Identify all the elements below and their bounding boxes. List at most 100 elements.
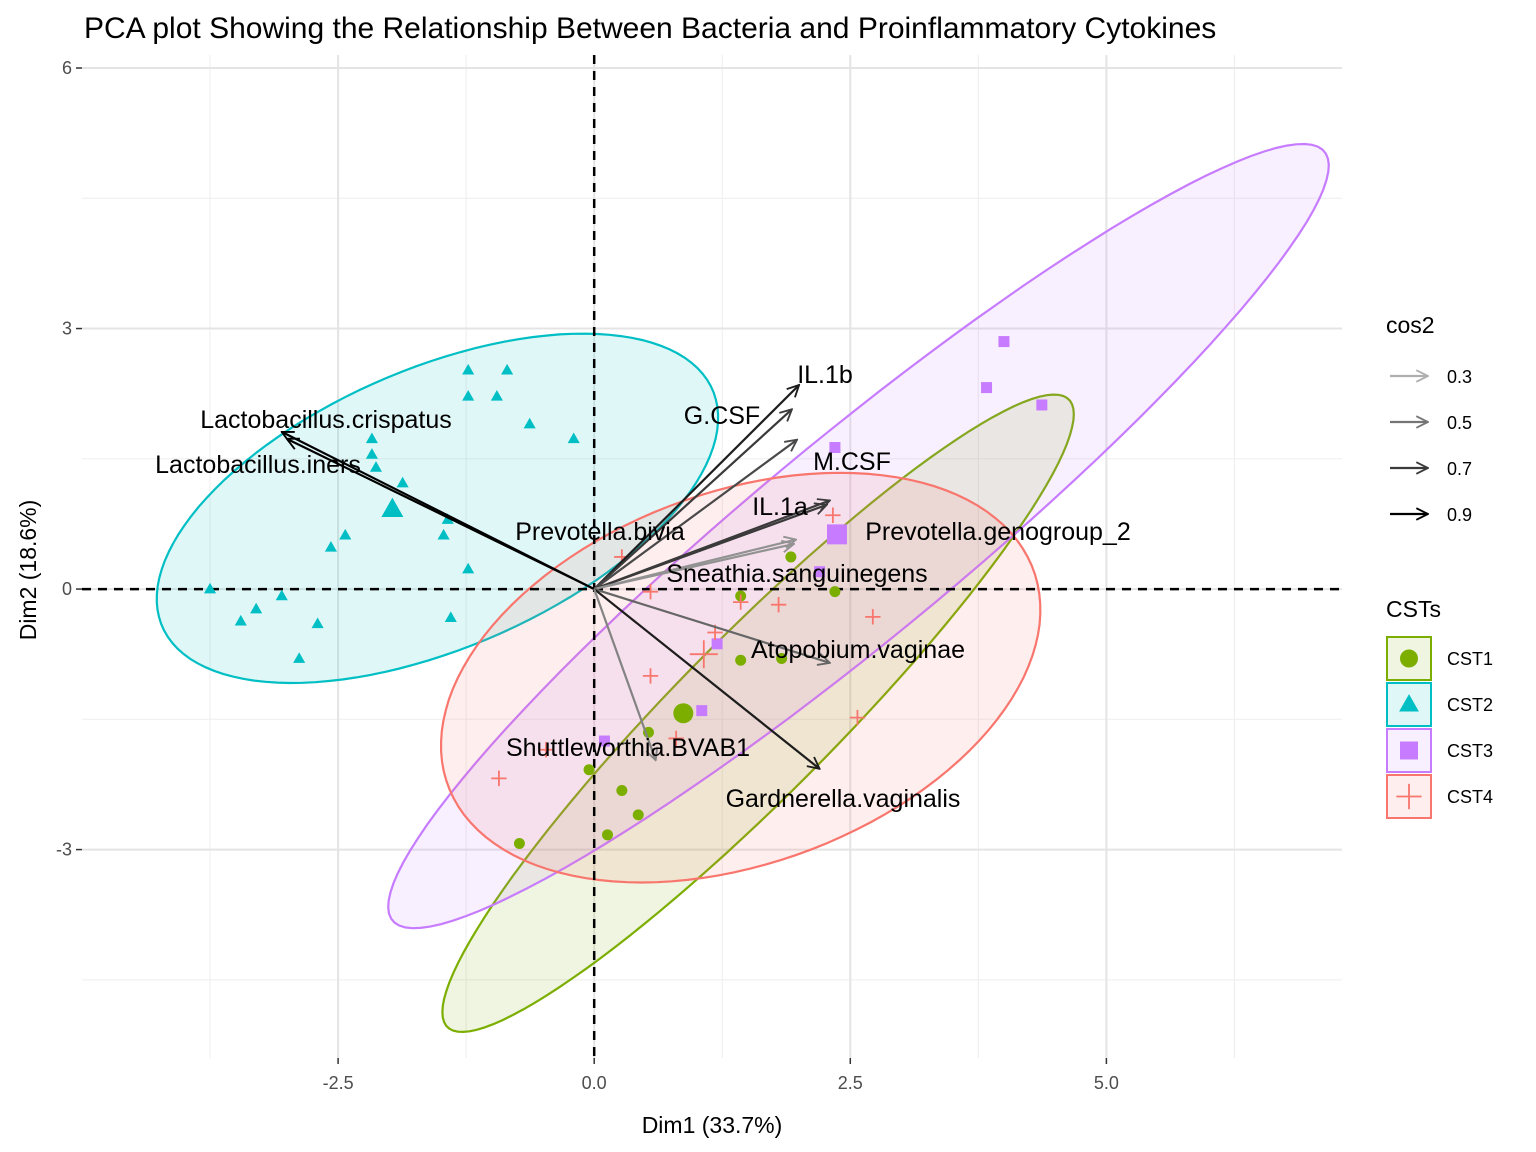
variable-labels: Lactobacillus.crispatus Lactobacillus.ine… — [155, 361, 1131, 813]
point-cst2 — [501, 363, 514, 375]
point-cst1 — [785, 551, 797, 563]
arrow-prevotella-genogroup-2 — [593, 505, 827, 591]
point-cst2 — [462, 562, 475, 574]
point-cst1 — [735, 654, 747, 666]
point-cst2 — [365, 432, 378, 444]
point-cst2 — [490, 389, 503, 401]
legend-cos2-label: 0.3 — [1447, 367, 1472, 387]
point-cst3 — [696, 705, 708, 717]
label-prevotella-bivia: Prevotella.bivia — [515, 518, 685, 546]
point-cst3 — [598, 735, 610, 747]
point-cst2 — [365, 448, 378, 459]
arrow-shuttleworthia-bvab1 — [593, 588, 655, 760]
arrow-gardnerella-vaginalis — [593, 588, 819, 769]
y-tick-label: -3 — [56, 840, 72, 860]
point-cst2 — [437, 528, 450, 540]
point-cst4 — [865, 609, 881, 625]
point-cst4 — [825, 507, 841, 523]
centroid-cst4 — [689, 640, 718, 669]
ellipse-cst1 — [441, 393, 1075, 1034]
arrow-lactobacillus-iners — [287, 439, 595, 591]
point-cst1 — [583, 764, 595, 776]
y-tick-label: 3 — [62, 319, 72, 339]
point-cst4 — [732, 594, 749, 610]
legend-cst-key — [1386, 728, 1432, 773]
point-cst4 — [770, 596, 787, 613]
label-prevotella-genogroup-2: Prevotella.genogroup_2 — [865, 518, 1130, 546]
legend-csts: CSTs CST1 CST2 CST3 CST4 — [1386, 596, 1493, 819]
centroid-cst2 — [381, 497, 404, 517]
arrow-sneathia-sanguinegens — [593, 544, 794, 591]
point-cst3 — [981, 382, 993, 394]
point-cst2 — [444, 611, 457, 623]
legend-cst-label: CST2 — [1447, 695, 1493, 715]
reference-lines — [82, 55, 1342, 1058]
label-il-1b: IL.1b — [797, 361, 853, 389]
y-tick-label: 6 — [62, 58, 72, 78]
point-cst2 — [567, 432, 580, 444]
point-cst1 — [776, 653, 788, 665]
x-axis-ticks: -2.5 0.0 2.5 5.0 — [323, 1058, 1119, 1093]
point-cst3 — [814, 566, 826, 578]
point-cst2 — [250, 602, 263, 614]
variable-arrows — [282, 385, 830, 769]
point-cst3 — [829, 442, 841, 454]
label-g-csf: G.CSF — [684, 402, 760, 430]
x-tick-label: 2.5 — [838, 1073, 863, 1093]
legend-cos2-title: cos2 — [1386, 312, 1435, 338]
point-cst3 — [998, 336, 1010, 348]
point-cst2 — [311, 617, 324, 629]
point-cst4 — [642, 668, 659, 684]
arrow-atopobium-vaginae — [593, 588, 830, 663]
legend-cst-symbol — [1400, 741, 1418, 760]
point-cst2 — [339, 528, 352, 540]
x-tick-label: 5.0 — [1094, 1073, 1119, 1093]
label-gardnerella-vaginalis: Gardnerella.vaginalis — [726, 785, 961, 813]
y-axis-ticks: -3 0 3 6 — [56, 58, 82, 860]
point-cst2 — [293, 652, 306, 663]
legend-cos2: cos2 0.3 0.5 0.7 0.9 — [1386, 312, 1472, 525]
point-cst1 — [513, 838, 525, 850]
legend-cos2-label: 0.9 — [1447, 505, 1472, 525]
label-sneathia-sanguinegens: Sneathia.sanguinegens — [666, 560, 927, 588]
point-cst2 — [275, 589, 288, 601]
point-cst4 — [849, 709, 866, 726]
point-cst4 — [538, 742, 554, 758]
point-cst4 — [642, 583, 659, 600]
arrow-m-csf — [593, 440, 797, 590]
point-cst2 — [523, 417, 536, 429]
legend-cst-symbol — [1399, 694, 1419, 712]
legend-cos2-label: 0.7 — [1447, 459, 1472, 479]
label-lactobacillus-iners: Lactobacillus.iners — [155, 451, 361, 479]
ellipse-cst3 — [387, 142, 1330, 930]
legend-cst-label: CST3 — [1447, 741, 1493, 761]
label-shuttleworthia-bvab1: Shuttleworthia.BVAB1 — [506, 734, 750, 762]
label-m-csf: M.CSF — [813, 448, 891, 476]
y-tick-label: 0 — [62, 579, 72, 599]
arrow-g-csf — [593, 409, 792, 590]
legend-csts-title: CSTs — [1386, 596, 1441, 622]
legend-cst-label: CST1 — [1447, 649, 1493, 669]
point-cst2 — [324, 541, 337, 552]
confidence-ellipses — [155, 142, 1330, 1034]
point-cst2 — [396, 476, 409, 488]
point-cst1 — [602, 829, 614, 841]
point-cst3 — [711, 638, 723, 650]
legend-cst-symbol — [1396, 783, 1422, 810]
point-cst2 — [462, 389, 475, 401]
label-il-1a: IL.1a — [752, 493, 808, 521]
legend-cst-symbol — [1400, 649, 1418, 668]
centroid-cst3 — [826, 524, 847, 545]
label-lactobacillus-crispatus: Lactobacillus.crispatus — [200, 406, 452, 434]
point-cst2 — [462, 363, 475, 375]
x-tick-label: -2.5 — [323, 1073, 354, 1093]
chart-title: PCA plot Showing the Relationship Betwee… — [84, 12, 1216, 45]
y-axis-title: Dim2 (18.6%) — [15, 500, 41, 641]
centroid-cst1 — [673, 703, 694, 724]
x-axis-title: Dim1 (33.7%) — [642, 1112, 783, 1138]
x-tick-label: 0.0 — [582, 1073, 607, 1093]
point-cst4 — [491, 770, 507, 787]
ellipse-cst4 — [440, 471, 1042, 884]
individual-points — [203, 336, 1048, 850]
